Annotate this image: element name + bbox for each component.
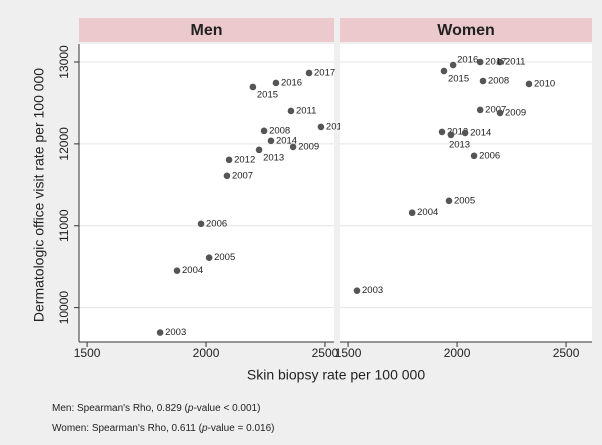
point-label: 2008 — [488, 76, 509, 87]
point — [496, 109, 504, 117]
point-label: 2017 — [485, 57, 506, 68]
point-label: 2014 — [276, 135, 297, 146]
point-label: 2011 — [296, 105, 316, 116]
note-part: -value = 0.016) — [208, 423, 275, 434]
point-label: 2016 — [457, 55, 478, 66]
point — [438, 128, 446, 136]
point — [260, 127, 268, 135]
point — [449, 61, 457, 69]
x-tick-label: 2500 — [312, 346, 339, 360]
point-label: 2009 — [298, 141, 319, 152]
point-label: 2009 — [505, 107, 526, 118]
point — [255, 146, 263, 154]
plot-area — [340, 44, 592, 342]
point — [525, 80, 533, 88]
y-axis-label: Dermatologic office visit rate per 100 0… — [31, 68, 47, 322]
point — [156, 329, 164, 336]
point-label: 2012 — [234, 154, 255, 165]
point-label: 2007 — [485, 104, 506, 115]
note-part: Men: Spearman's Rho, 0.829 ( — [52, 403, 189, 414]
point — [440, 67, 448, 75]
point — [205, 254, 213, 261]
point-label: 2003 — [165, 327, 186, 338]
point-label: 2012 — [447, 126, 468, 137]
y-tick-label: 12000 — [57, 127, 71, 161]
y-tick-label: 10000 — [57, 291, 71, 325]
point — [289, 143, 297, 151]
point — [317, 123, 325, 131]
point — [476, 58, 484, 66]
panel-title: Men — [191, 22, 223, 39]
point — [225, 156, 233, 164]
point — [173, 267, 181, 274]
point-label: 2016 — [281, 77, 302, 88]
point-label: 2003 — [362, 285, 383, 296]
y-tick-label: 11000 — [57, 209, 71, 242]
x-tick-label: 2000 — [444, 346, 471, 360]
point — [476, 106, 484, 114]
point-label: 2015 — [448, 74, 469, 85]
point — [267, 137, 275, 145]
point-label: 2013 — [263, 152, 284, 163]
note-part: p — [201, 423, 208, 434]
point-label: 2007 — [232, 170, 253, 181]
panel-header — [79, 18, 334, 42]
point-label: 2015 — [257, 89, 278, 100]
plot-area — [79, 44, 334, 342]
point — [408, 209, 416, 217]
point-label: 2010 — [534, 78, 555, 89]
point — [249, 83, 257, 91]
point-label: 2004 — [182, 265, 203, 276]
y-tick-label: 13000 — [57, 45, 71, 79]
point — [287, 107, 295, 115]
point — [445, 197, 453, 205]
x-tick-label: 1500 — [335, 346, 362, 360]
note-part: -value < 0.001) — [193, 403, 260, 414]
note-part: p — [187, 403, 194, 414]
point-label: 2005 — [214, 252, 235, 263]
point-label: 2014 — [470, 127, 491, 138]
note-part: Women: Spearman's Rho, 0.611 ( — [52, 423, 203, 434]
x-axis-label: Skin biopsy rate per 100 000 — [247, 367, 425, 383]
note: Women: Spearman's Rho, 0.611 (p-value = … — [52, 423, 275, 434]
point-label: 2004 — [417, 207, 438, 218]
point-label: 2006 — [479, 150, 500, 161]
point — [461, 129, 469, 137]
point — [479, 77, 487, 85]
point — [353, 287, 361, 294]
point-label: 2011 — [505, 57, 525, 68]
point-label: 2010 — [326, 121, 347, 132]
point — [470, 152, 478, 160]
panel-title: Women — [437, 22, 494, 39]
point-label: 2013 — [449, 139, 470, 150]
point — [197, 220, 205, 228]
point-label: 2017 — [314, 67, 335, 78]
point — [447, 131, 455, 139]
point — [223, 172, 231, 180]
x-tick-label: 1500 — [74, 346, 101, 360]
x-tick-label: 2000 — [193, 346, 220, 360]
point — [305, 69, 313, 77]
point-label: 2008 — [269, 125, 290, 136]
point-label: 2006 — [206, 218, 227, 229]
point — [272, 79, 280, 87]
point — [496, 58, 504, 66]
note: Men: Spearman's Rho, 0.829 (p-value < 0.… — [52, 403, 260, 414]
panel-header — [340, 18, 592, 42]
x-tick-label: 2500 — [553, 346, 580, 360]
point-label: 2005 — [454, 195, 475, 206]
